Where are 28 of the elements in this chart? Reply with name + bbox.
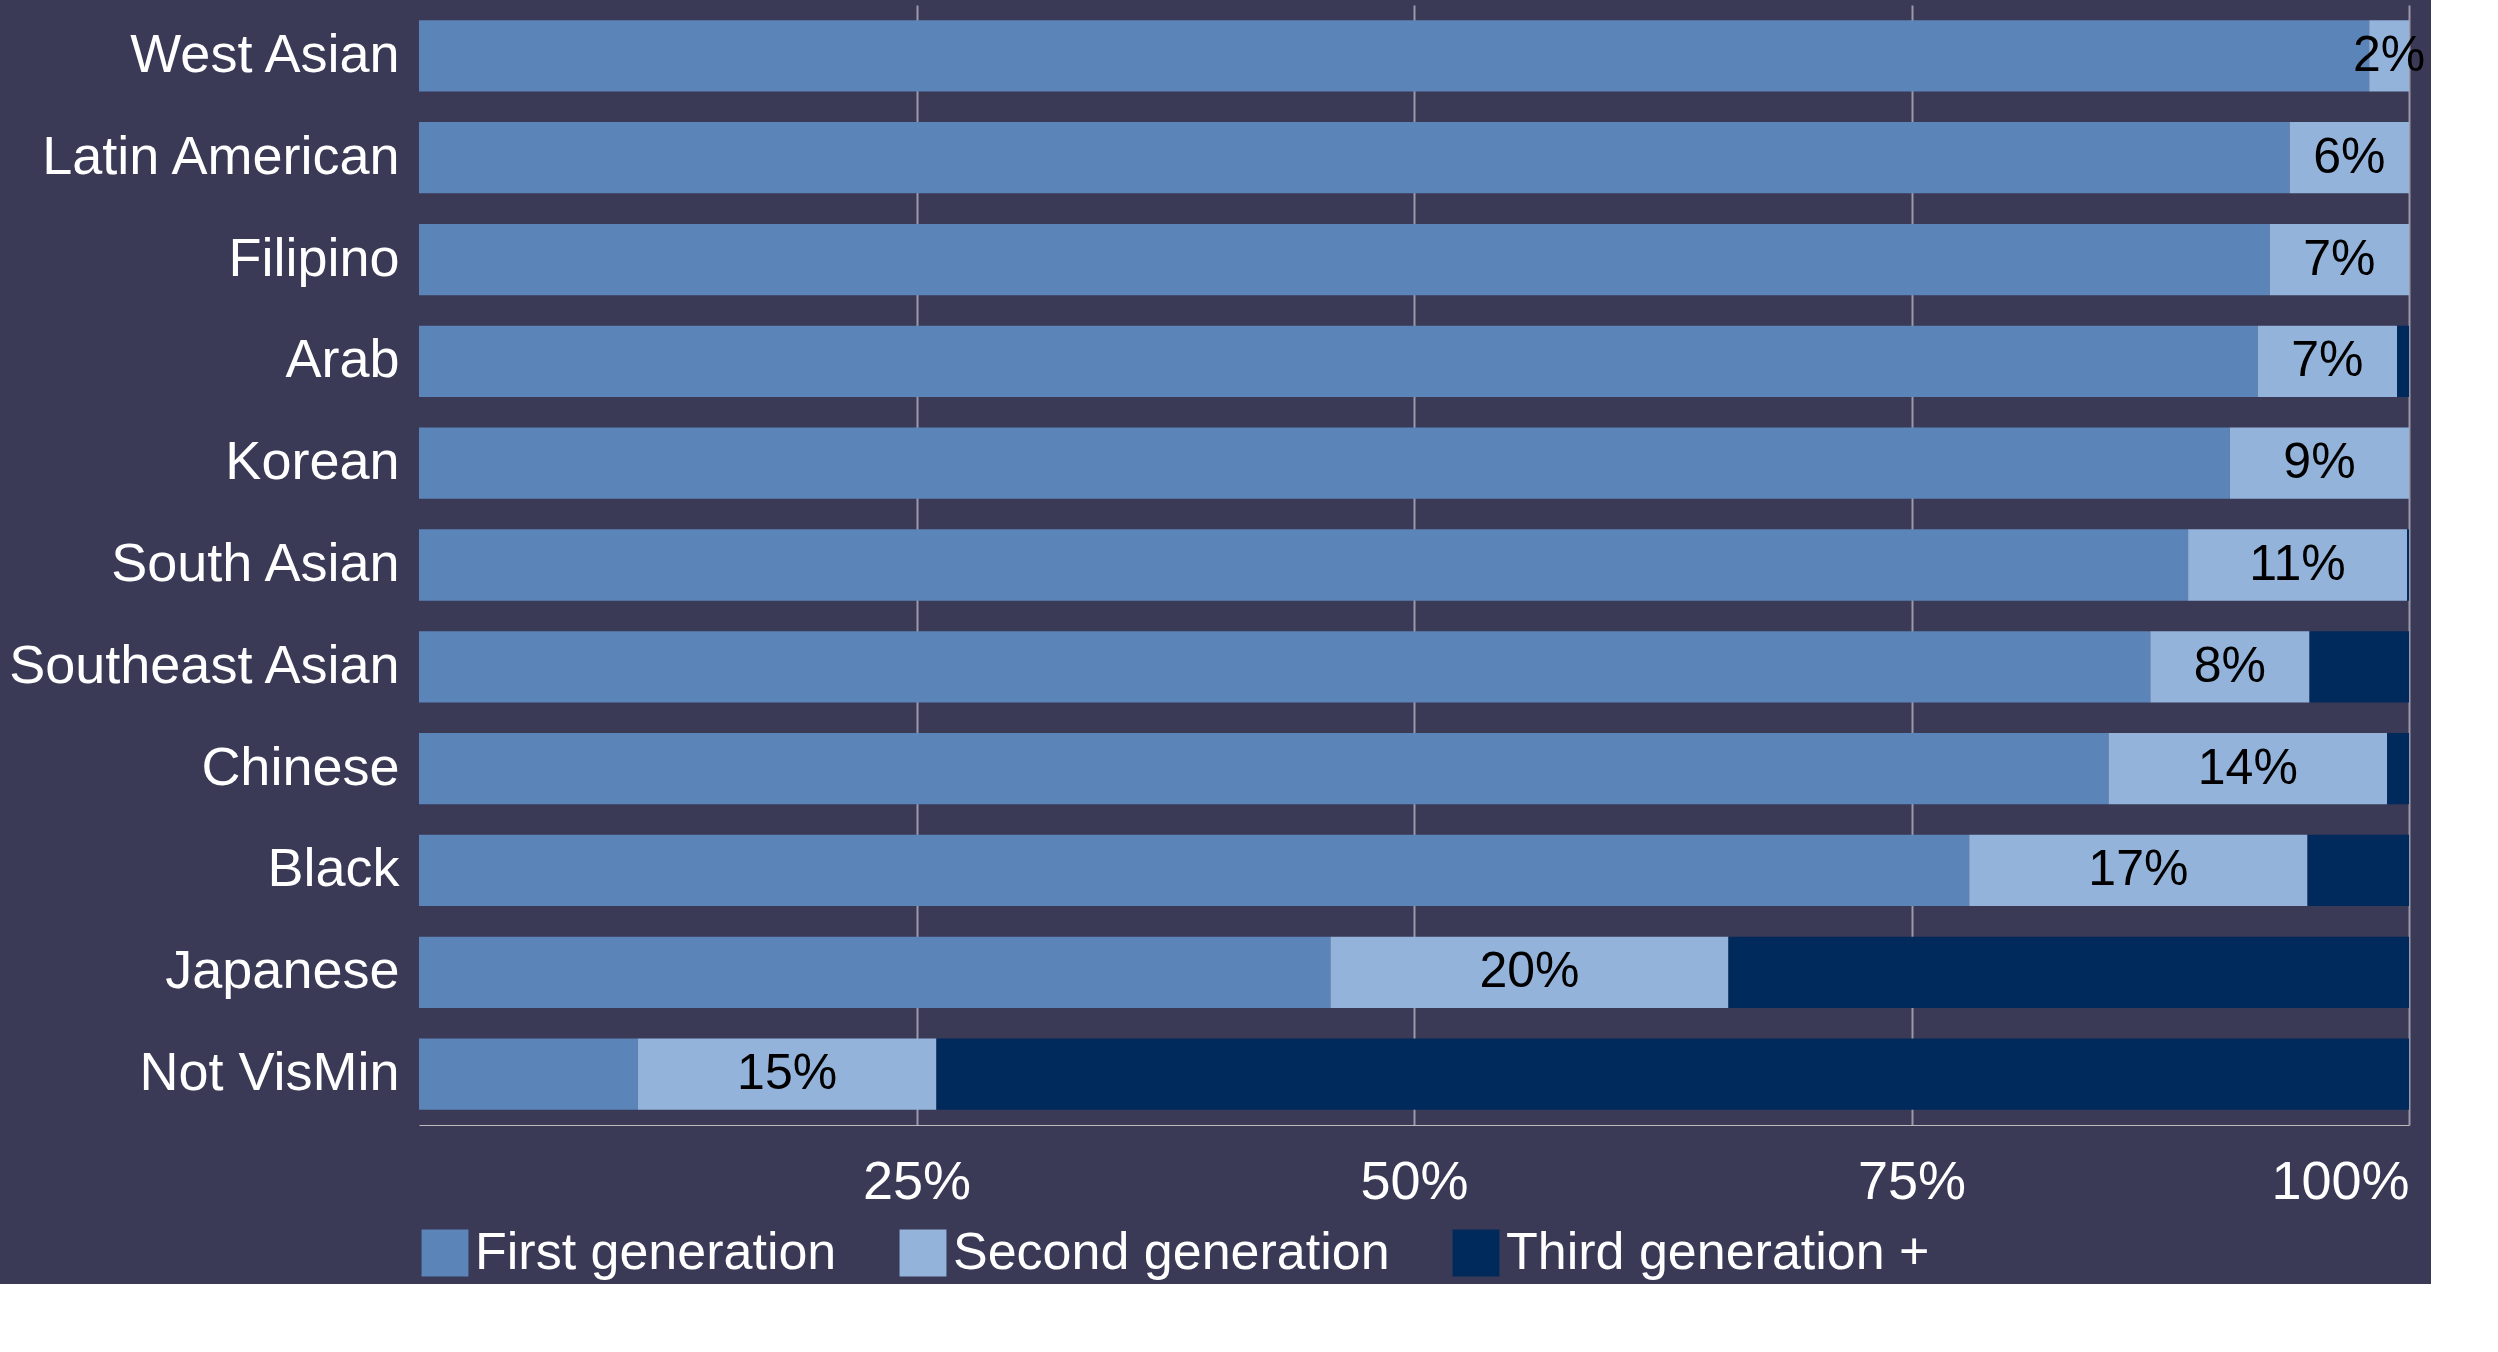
- y-tick-label: Latin American: [42, 124, 400, 185]
- x-tick-label: 75%: [1857, 1149, 1967, 1210]
- data-label: 15%: [737, 1044, 838, 1101]
- data-label: 7%: [2291, 331, 2364, 388]
- x-tick-label: 50%: [1360, 1149, 1469, 1210]
- data-label: 11%: [2249, 535, 2346, 591]
- y-tick-label: South Asian: [111, 532, 400, 592]
- y-tick-label: Black: [267, 837, 401, 898]
- data-label: 9%: [2283, 433, 2356, 490]
- y-tick-label: Korean: [225, 430, 400, 491]
- y-tick-label: Chinese: [201, 735, 400, 796]
- data-label: 8%: [2193, 636, 2267, 693]
- y-tick-label: Filipino: [228, 226, 400, 287]
- y-tick-label: West Asian: [130, 22, 400, 83]
- data-label: 7%: [2303, 229, 2376, 286]
- data-label: 14%: [2197, 738, 2298, 795]
- x-tick-label: 25%: [862, 1149, 972, 1210]
- legend-label: Second generation: [953, 1222, 1390, 1280]
- data-label: 17%: [2088, 840, 2189, 897]
- data-label: 6%: [2313, 127, 2386, 184]
- legend-label: Third generation +: [1506, 1222, 1930, 1280]
- x-tick-label: 100%: [2271, 1149, 2410, 1210]
- y-tick-label: Not VisMin: [139, 1041, 400, 1102]
- y-tick-label: Arab: [285, 328, 400, 389]
- y-tick-label: Southeast Asian: [9, 633, 400, 694]
- data-label: 20%: [1479, 942, 1580, 999]
- legend-label: First generation: [475, 1222, 837, 1280]
- y-tick-label: Japanese: [165, 939, 400, 1000]
